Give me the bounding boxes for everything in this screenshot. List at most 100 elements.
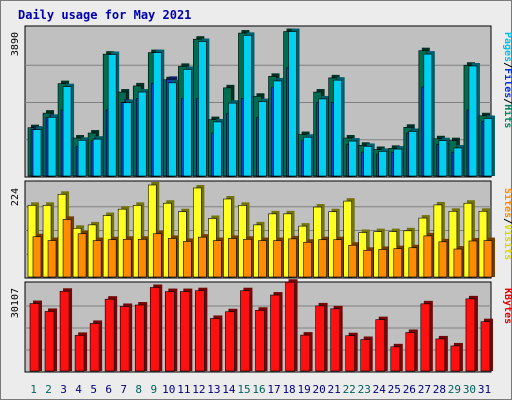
bar-pages-19 [303,134,315,177]
x-tick-label: 2 [45,383,52,396]
bar-sites-22 [348,242,360,278]
legend: Sites/Visits [502,188,512,260]
bar-visits-29 [448,208,460,278]
bar-pages-21 [333,77,345,177]
x-tick-label: 11 [177,383,190,396]
bar-pages-13 [213,118,225,177]
bar-kbytes-5 [89,320,103,372]
bar-face [167,82,177,177]
bar-pages-30 [468,63,480,177]
bar-face [360,339,371,372]
bar-pages-14 [228,100,240,177]
bar-face [47,240,57,278]
bar-face [405,332,416,372]
bar-visits-12 [193,184,205,278]
bar-face [390,346,401,372]
bar-face [62,86,72,177]
bar-face [468,240,478,278]
bar-face [315,305,325,372]
bar-face [137,238,147,278]
bar-face [345,335,355,372]
bar-pages-7 [122,99,135,177]
bar-pages-20 [318,95,330,177]
x-tick-label: 21 [328,383,341,396]
bar-kbytes-30 [465,295,478,372]
bar-sites-24 [378,246,390,278]
bar-face [59,290,70,372]
bar-face [423,53,433,177]
bar-face [363,250,373,278]
bar-face [468,65,478,177]
ymax-label: 30107 [10,288,21,318]
x-tick-label: 16 [252,383,265,396]
bar-visits-22 [343,198,355,278]
bar-face [122,102,132,177]
bars [27,28,495,177]
bar-face [119,306,130,372]
bar-face [288,238,297,278]
x-tick-label: 30 [463,383,476,396]
bar-kbytes-4 [74,332,88,372]
bar-face [104,298,115,372]
bar-face [363,146,373,177]
bar-pages-12 [198,38,210,177]
bar-sites-11 [183,238,195,278]
bar-sites-17 [273,237,285,278]
bar-sites-19 [303,239,315,278]
bar-face [300,334,310,372]
bar-face [195,290,205,372]
bar-face [270,294,280,372]
bar-face [228,102,237,177]
bar-face [480,321,491,372]
bar-face [438,241,448,278]
x-tick-label: 18 [282,383,295,396]
legend-entry: Visits [502,224,512,260]
x-tick-label: 29 [448,383,461,396]
legend-entry: Files [502,68,512,98]
x-tick-label: 31 [478,383,491,396]
bar-sites-5 [92,237,105,278]
x-tick-label: 26 [403,383,416,396]
bar-sites-13 [213,237,225,278]
x-tick-label: 8 [135,383,142,396]
bar-pages-3 [62,83,75,177]
legend: KBytes [502,288,512,324]
bar-sites-18 [288,235,300,278]
bar-sites-31 [483,237,495,278]
bar-kbytes-22 [345,332,358,372]
bar-pages-1 [32,126,44,177]
bar-face [107,239,117,278]
bar-kbytes-15 [240,287,253,372]
bar-face [348,244,357,278]
legend-entry: Pages [502,32,512,62]
bar-face [44,311,55,372]
x-tick-label: 10 [162,383,175,396]
bar-sites-28 [438,238,450,278]
bar-face [318,98,327,177]
bar-face [183,241,192,278]
bar-face [92,240,102,278]
bar-face [483,118,493,177]
bar-sites-8 [137,236,150,278]
bar-face [198,236,207,278]
bar-sites-7 [122,236,135,278]
bar-kbytes-13 [210,315,223,372]
bar-sites-26 [408,244,420,278]
bar-sites-25 [393,245,405,278]
x-tick-label: 13 [207,383,220,396]
bar-kbytes-28 [435,335,448,372]
bar-face [213,121,222,177]
x-tick-label: 3 [60,383,67,396]
bar-face [183,69,192,177]
bar-face [152,233,162,278]
bar-kbytes-14 [225,308,238,372]
bar-face [243,238,252,278]
bar-face [285,281,295,372]
x-tick-label: 15 [237,383,250,396]
bar-face [243,35,252,177]
bars [27,182,495,278]
bar-sites-12 [198,234,210,278]
bar-pages-15 [243,32,255,177]
bar-kbytes-7 [119,303,133,372]
bar-face [29,303,40,372]
